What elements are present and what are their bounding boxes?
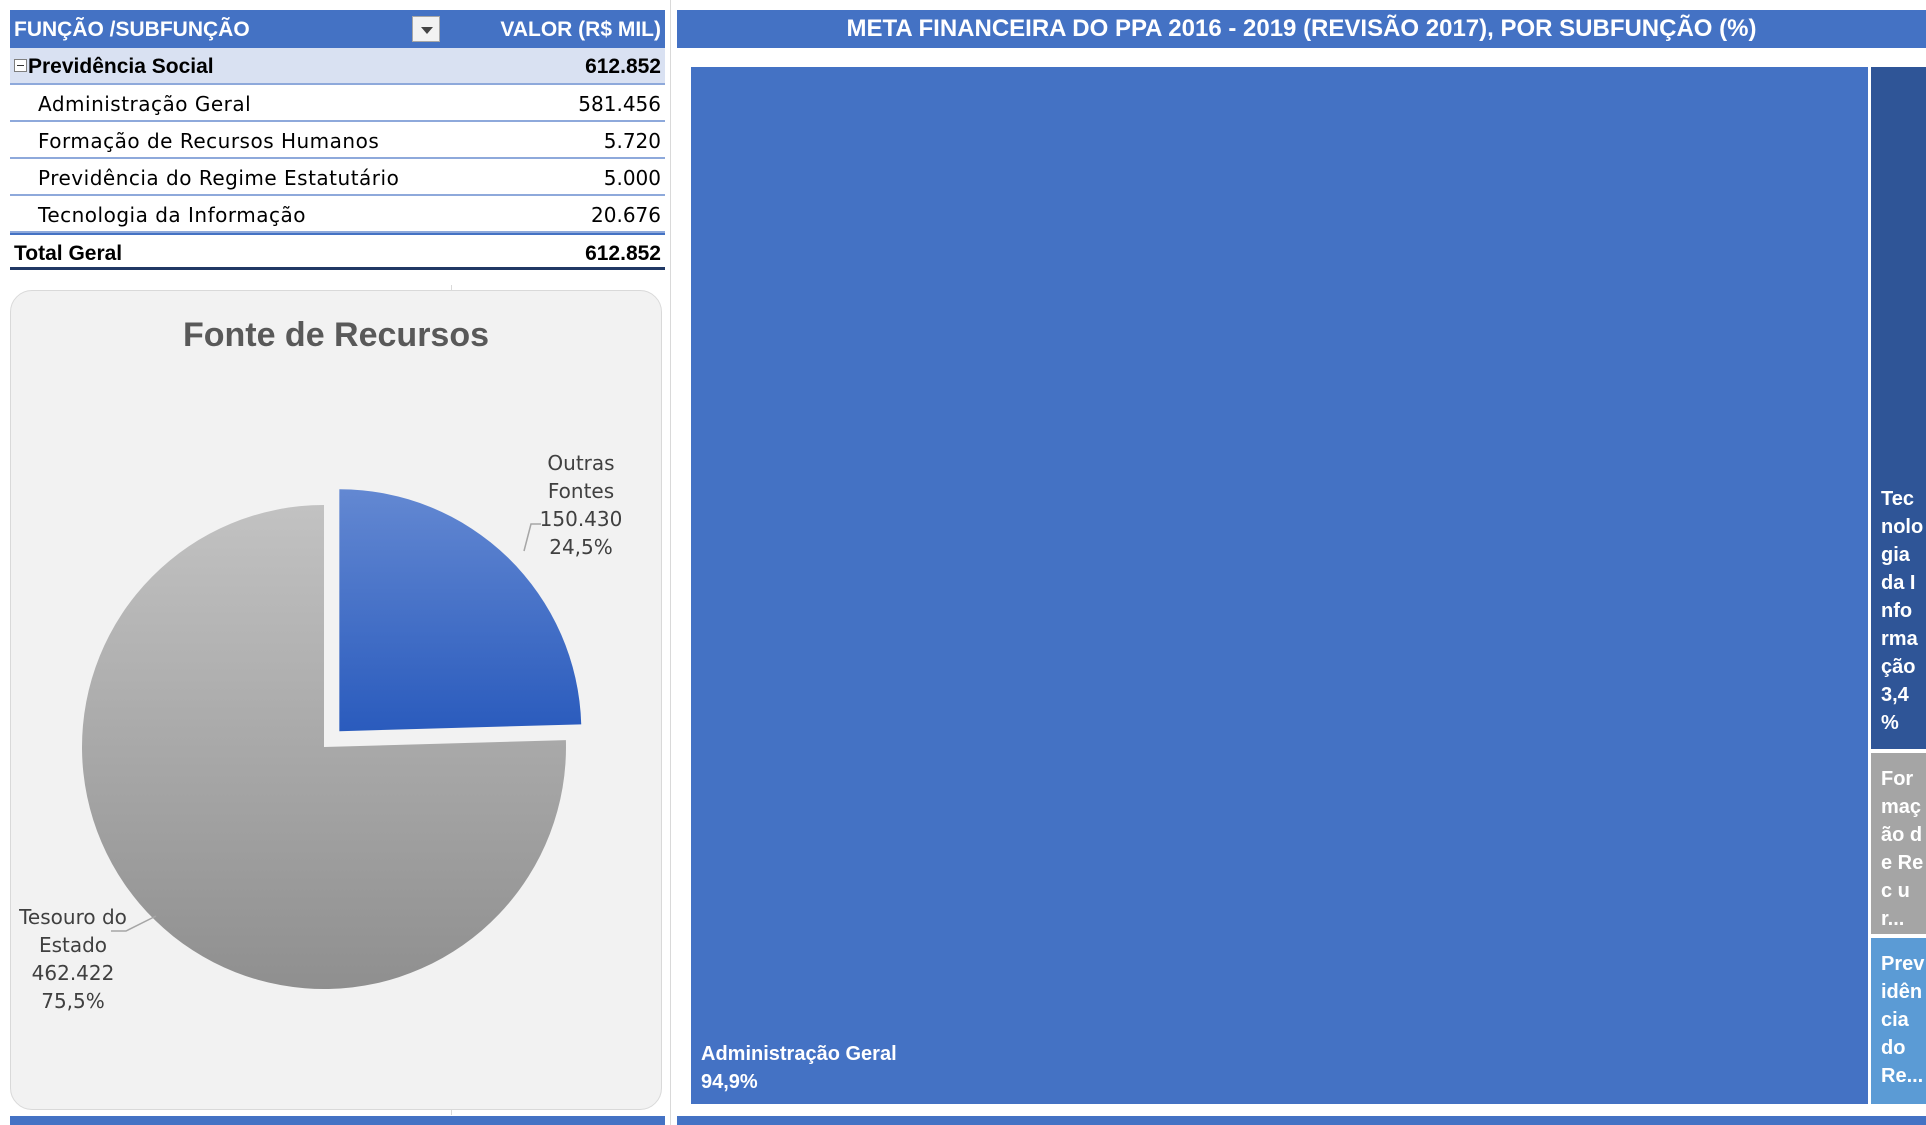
pivot-group-label: Previdência Social [28, 55, 214, 78]
pivot-total-label: Total Geral [14, 242, 123, 265]
pie-chart-title: Fonte de Recursos [182, 316, 490, 354]
pivot-row-label: Tecnologia da Informação [38, 203, 306, 227]
treemap-tile-previdencia[interactable]: Prev idên cia do Re... [1871, 938, 1926, 1104]
pie-chart-card[interactable]: Fonte de Recursos Outras Fontes 150.430 … [10, 290, 662, 1110]
pivot-row[interactable]: Previdência do Regime Estatutário 5.000 [10, 159, 665, 196]
pivot-total-row[interactable]: Total Geral 612.852 [10, 233, 665, 270]
pivot-row-value: 5.720 [603, 129, 661, 153]
pivot-row[interactable]: Formação de Recursos Humanos 5.720 [10, 122, 665, 159]
treemap-chart[interactable]: Administração Geral 94,9% Tec nolo gia d… [691, 67, 1926, 1104]
pivot-row-value: 5.000 [603, 166, 661, 190]
treemap-tile-label: For maç ão de Rec ur... [1881, 768, 1924, 930]
leader-line-outras [523, 523, 541, 552]
filter-dropdown-button[interactable] [412, 16, 440, 42]
pie-chart-svg [81, 489, 582, 989]
treemap-tile-tecnologia[interactable]: Tec nolo gia da Info rma ção 3,4 % [1871, 67, 1926, 749]
treemap-title: META FINANCEIRA DO PPA 2016 - 2019 (REVI… [677, 10, 1926, 48]
pivot-group-value: 612.852 [585, 55, 661, 78]
pivot-col-header-funcao: FUNÇÃO /SUBFUNÇÃO [14, 18, 250, 41]
pivot-row[interactable]: Tecnologia da Informação 20.676 [10, 196, 665, 233]
pie-label-value: 462.422 [31, 961, 115, 985]
leader-line-tesouro [111, 915, 157, 932]
pie-label-percent: 75,5% [41, 989, 105, 1013]
treemap-tile-label: Tec nolo gia da Info rma ção 3,4 % [1881, 488, 1924, 734]
pie-label-tesouro-do-estado: Tesouro do Estado 462.422 75,5% [13, 903, 133, 1015]
pivot-row-value: 581.456 [578, 92, 661, 116]
treemap-tile-label: Administração Geral 94,9% [701, 1040, 897, 1096]
bottom-header-bar-left [10, 1116, 665, 1125]
pivot-row-label: Previdência do Regime Estatutário [38, 166, 400, 190]
tile-name: Administração Geral [701, 1043, 897, 1065]
bottom-header-bar-right [677, 1116, 1926, 1125]
pie-label-text: Outras [547, 451, 615, 475]
treemap-tile-administracao-geral[interactable]: Administração Geral 94,9% [691, 67, 1868, 1104]
pivot-col-header-valor: VALOR (R$ MIL) [500, 18, 661, 41]
pie-label-outras-fontes: Outras Fontes 150.430 24,5% [531, 449, 631, 561]
pie-label-text: Estado [38, 933, 108, 957]
pivot-group-row[interactable]: Previdência Social 612.852 [10, 48, 665, 85]
treemap-tile-formacao[interactable]: For maç ão de Rec ur... [1871, 753, 1926, 934]
pivot-row[interactable]: Administração Geral 581.456 [10, 85, 665, 122]
pivot-total-value: 612.852 [585, 242, 661, 265]
pivot-row-label: Administração Geral [38, 92, 252, 116]
pie-label-percent: 24,5% [549, 535, 613, 559]
pie-label-text: Tesouro do [19, 905, 127, 929]
pie-label-text: Fontes [547, 479, 615, 503]
pie-label-value: 150.430 [539, 507, 623, 531]
pie-slice-outras-fontes[interactable] [339, 489, 582, 732]
pie-slice-tesouro-do-estado[interactable] [81, 505, 566, 989]
sheet-gridline [670, 0, 671, 1125]
pivot-header-row: FUNÇÃO /SUBFUNÇÃO VALOR (R$ MIL) [10, 10, 665, 48]
treemap-tile-label: Prev idên cia do Re... [1881, 953, 1925, 1087]
tile-percent: 94,9% [701, 1071, 758, 1093]
pivot-row-label: Formação de Recursos Humanos [38, 129, 380, 153]
collapse-icon[interactable] [14, 59, 27, 72]
pivot-row-value: 20.676 [591, 203, 661, 227]
pivot-table: FUNÇÃO /SUBFUNÇÃO VALOR (R$ MIL) Previdê… [10, 10, 665, 270]
